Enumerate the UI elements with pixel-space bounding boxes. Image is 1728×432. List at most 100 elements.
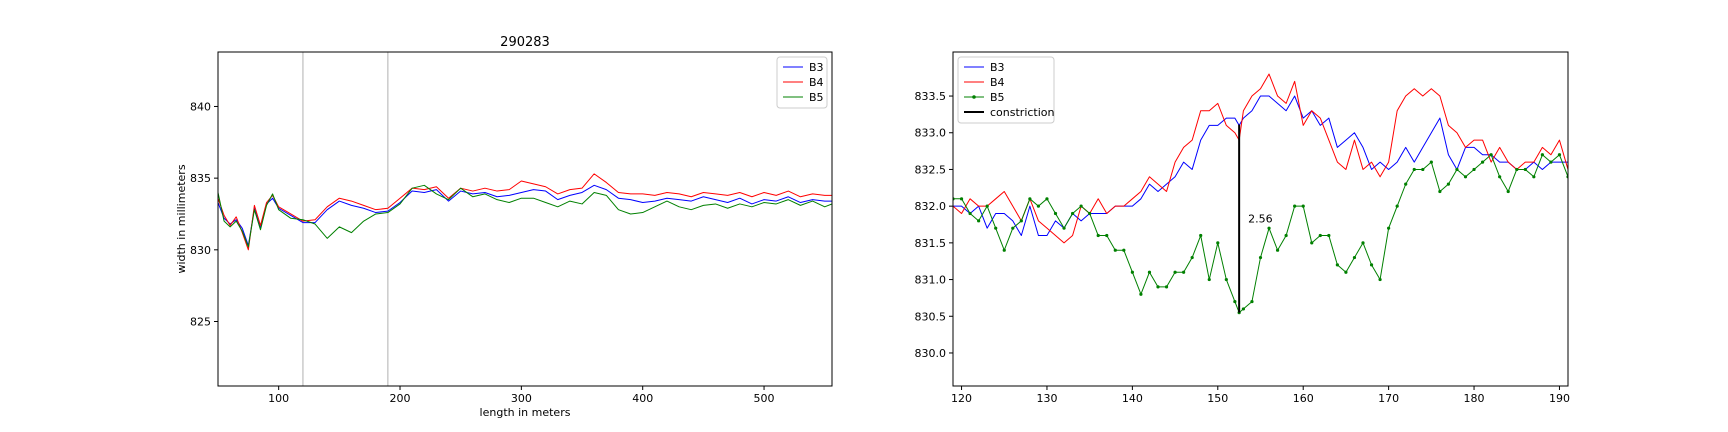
right-legend-label-b4: B4 <box>990 76 1005 89</box>
right-series-b5-point <box>1224 277 1228 282</box>
right-series-b5-point <box>1105 233 1109 238</box>
left-plot-content <box>218 52 832 386</box>
left-x-axis-label: length in meters <box>480 406 571 419</box>
right-x-tick-label: 180 <box>1464 392 1485 405</box>
right-series-b5-point <box>1480 160 1485 164</box>
right-series-b5-point <box>1275 248 1280 252</box>
left-plot-area <box>218 52 832 386</box>
left-x-tick-label: 100 <box>268 392 289 405</box>
left-y-tick-label: 835 <box>190 172 211 185</box>
right-legend-label-b3: B3 <box>990 61 1005 74</box>
right-series-b5-point <box>1113 248 1117 252</box>
left-y-tick-label: 840 <box>190 100 211 113</box>
right-series-b5-point <box>1301 204 1305 208</box>
right-x-tick-label: 130 <box>1036 392 1057 405</box>
right-legend-marker-b5 <box>972 95 976 99</box>
right-series-b5-point <box>1079 204 1083 208</box>
left-legend-label-b5: B5 <box>809 91 824 104</box>
right-series-b5-line <box>953 154 1568 314</box>
right-series-b5-point <box>985 204 989 208</box>
right-series-b5-point <box>1164 285 1169 289</box>
left-series-b5-line <box>218 184 832 248</box>
left-y-tick-label: 830 <box>190 244 211 257</box>
right-series-b5-point <box>1506 189 1510 194</box>
right-x-tick-label: 160 <box>1293 392 1314 405</box>
right-series-b5-point <box>1369 263 1374 267</box>
right-y-tick-label: 832.0 <box>915 200 947 213</box>
right-series-b5-point <box>1557 153 1562 157</box>
right-series-b5-point <box>1438 189 1442 194</box>
right-series-b5-point <box>1002 248 1006 252</box>
right-plot-frame <box>952 51 1569 387</box>
right-plot-content: 2.56 <box>953 73 1568 315</box>
right-series-b5-point <box>968 211 972 216</box>
right-series-b5-point <box>1053 211 1058 216</box>
right-series-b5-point <box>1335 263 1339 267</box>
right-series-b5-point <box>1182 270 1186 274</box>
right-y-tick-label: 832.5 <box>915 163 947 176</box>
right-x-tick-label: 190 <box>1549 392 1570 405</box>
right-series-b5-point <box>1327 233 1331 238</box>
right-series-b5-point <box>1190 255 1194 260</box>
left-axis-ticks: 100 200 300 400 500 825 830 835 840 <box>190 100 775 405</box>
right-series-b5-point <box>1096 233 1100 238</box>
right-series-b5-point <box>1387 226 1391 230</box>
right-series-b5-point <box>1540 153 1544 157</box>
right-series-b5-point <box>1318 233 1322 238</box>
right-series-b5-point <box>1062 226 1066 230</box>
right-series-b5-point <box>1199 233 1203 238</box>
right-chart: 2.56 120 130 140 150 160 170 180 190 830.0 830.5 8… <box>915 51 1570 405</box>
right-y-tick-label: 831.5 <box>915 237 947 250</box>
right-series-b5-point <box>1028 197 1032 201</box>
right-series-b3-line <box>953 95 1568 237</box>
right-series-b5-point <box>1463 175 1468 179</box>
left-series-b3-line <box>218 184 832 247</box>
right-series-b5-point <box>1412 167 1416 172</box>
right-series-b5-point <box>1352 255 1357 260</box>
left-plot-frame <box>217 51 833 387</box>
right-legend-label-b5: B5 <box>990 91 1005 104</box>
right-series-b5-point <box>1207 277 1211 282</box>
right-series-b5-point <box>1532 175 1536 179</box>
right-series-b5-point <box>1378 277 1382 282</box>
left-legend-label-b4: B4 <box>809 76 824 89</box>
right-legend: B3 B4 B5 constriction <box>957 56 1055 124</box>
right-series-b5-point <box>994 226 998 230</box>
right-series-b5-point <box>1267 226 1271 230</box>
right-series-group <box>953 73 1568 315</box>
left-y-tick-label: 825 <box>190 315 211 328</box>
right-series-b5-point <box>1523 167 1527 172</box>
right-legend-box <box>957 56 1055 124</box>
right-series-b5-point <box>1088 211 1092 216</box>
right-series-b5-point <box>1549 160 1553 164</box>
right-series-b5-point <box>1472 167 1476 172</box>
right-axis-ticks: 120 130 140 150 160 170 180 190 830.0 830.5 831.0 8… <box>915 90 1570 405</box>
right-series-b5-point <box>1421 167 1425 172</box>
right-plot-area <box>953 52 1568 386</box>
right-series-b5-point <box>1284 233 1288 238</box>
right-series-b5-point <box>1446 182 1451 186</box>
left-legend-label-b3: B3 <box>809 61 824 74</box>
right-series-b5-point <box>1019 219 1023 223</box>
left-chart: 100 200 300 400 500 825 830 835 840 290283 lengt… <box>175 35 833 419</box>
right-series-b5-point <box>1233 299 1237 304</box>
left-x-tick-label: 500 <box>754 392 775 405</box>
right-series-b5-point <box>1241 307 1246 311</box>
right-series-b5-point <box>1036 204 1041 208</box>
right-series-b5-point <box>1310 241 1314 245</box>
left-legend: B3 B4 B5 <box>776 56 828 109</box>
right-x-tick-label: 120 <box>951 392 972 405</box>
left-x-tick-label: 200 <box>390 392 411 405</box>
right-series-b5-point <box>1258 255 1263 260</box>
left-y-axis-label: width in millimeters <box>175 164 188 273</box>
right-series-b5-point <box>1130 270 1134 274</box>
constriction-label: 2.56 <box>1248 213 1273 226</box>
right-y-tick-label: 833.0 <box>915 127 947 140</box>
right-series-b5-point <box>1147 270 1152 274</box>
right-x-tick-label: 150 <box>1207 392 1228 405</box>
left-chart-title: 290283 <box>500 35 550 50</box>
right-series-b4-line <box>953 73 1568 244</box>
right-y-tick-label: 831.0 <box>915 274 947 287</box>
right-series-b5-point <box>1156 285 1160 289</box>
right-x-tick-label: 170 <box>1378 392 1399 405</box>
